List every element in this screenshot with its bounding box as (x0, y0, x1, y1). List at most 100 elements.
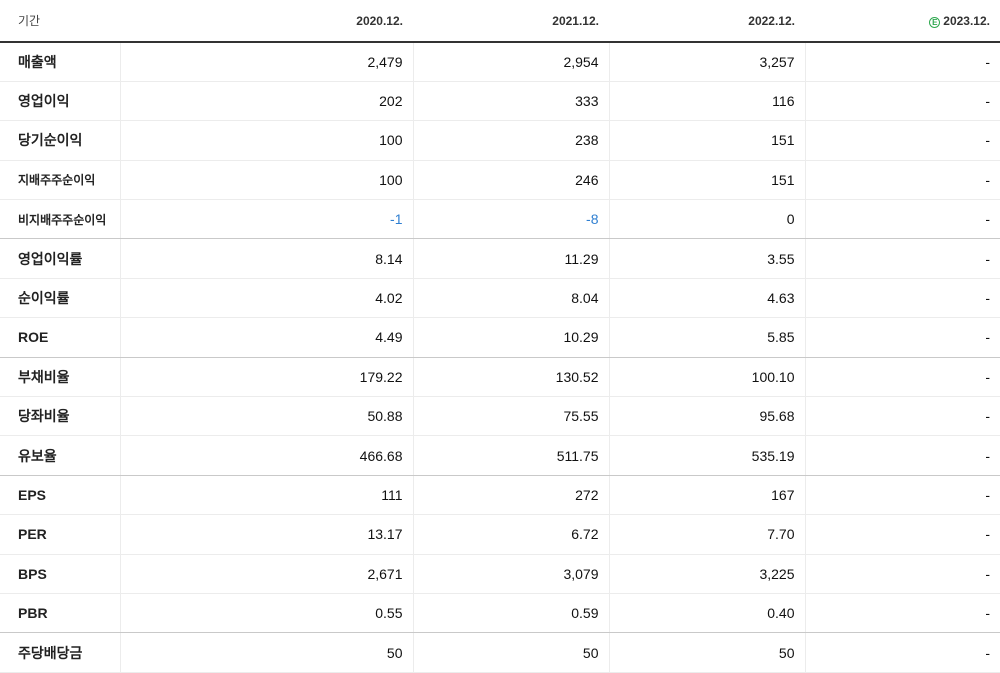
row-label: ROE (0, 317, 120, 358)
row-value-cell: - (804, 317, 1000, 358)
table-row: 당좌비율 50.88 75.55 95.68- (0, 396, 1000, 437)
row-value-cell: 333 (412, 81, 609, 122)
row-value-cell: - (804, 357, 1000, 398)
row-value-cell: - (804, 120, 1000, 161)
row-label: 주당배당금 (0, 632, 120, 673)
table-body: 매출액 2,479 2,954 3,257- 영업이익 202 333 116- 당기순이익 10… (0, 42, 1000, 673)
table-row: BPS 2,671 3,079 3,225- (0, 554, 1000, 594)
header-row: 기간 2020.12. 2021.12. 2022.12. E 2023.12. (0, 0, 1000, 43)
row-value-cell: 100.10 (608, 357, 805, 398)
row-value-cell: 238 (412, 120, 609, 161)
header-period-2020: 2020.12. (120, 0, 413, 43)
row-value-cell: 100 (119, 160, 413, 201)
row-value-cell: 4.02 (119, 278, 413, 319)
row-value-cell: 0.40 (608, 593, 805, 634)
row-value-cell: 75.55 (412, 396, 609, 437)
row-value-cell: 7.70 (608, 514, 805, 555)
row-value-cell: 5.85 (608, 317, 805, 358)
row-value-cell: - (804, 199, 1000, 240)
header-period-2022: 2022.12. (609, 0, 805, 43)
row-value-cell: 13.17 (119, 514, 413, 555)
table-header: 기간 2020.12. 2021.12. 2022.12. E 2023.12. (0, 0, 1000, 43)
row-value-cell: - (804, 396, 1000, 437)
table-row: 주당배당금 50 50 50- (0, 632, 1000, 673)
row-value-cell: 3,079 (412, 554, 609, 594)
row-value-cell: - (804, 435, 1000, 476)
table-row: 매출액 2,479 2,954 3,257- (0, 42, 1000, 82)
table-row: 영업이익 202 333 116- (0, 81, 1000, 122)
row-value-cell: -8 (412, 199, 609, 240)
header-period-2023: E 2023.12. (805, 0, 1000, 43)
row-value-cell: 116 (608, 81, 805, 122)
row-value-cell: - (804, 632, 1000, 673)
table-row: 순이익률 4.02 8.04 4.63- (0, 278, 1000, 319)
row-label: 부채비율 (0, 357, 120, 398)
row-label: 지배주주순이익 (0, 160, 120, 201)
row-value-cell: 2,671 (119, 554, 413, 594)
row-value-cell: - (804, 42, 1000, 82)
row-label: 영업이익 (0, 81, 120, 122)
table-row: 유보율 466.68 511.75 535.19- (0, 435, 1000, 476)
row-label: 당좌비율 (0, 396, 120, 437)
row-label: 순이익률 (0, 278, 120, 319)
row-value-cell: 8.04 (412, 278, 609, 319)
row-value-cell: 8.14 (119, 238, 413, 279)
row-value-cell: 10.29 (412, 317, 609, 358)
row-value-cell: 0.55 (119, 593, 413, 634)
row-value-cell: 202 (119, 81, 413, 122)
row-value-cell: 3,225 (608, 554, 805, 594)
row-label: 비지배주주순이익 (0, 199, 120, 240)
row-value-cell: 272 (412, 475, 609, 516)
row-value-cell: 535.19 (608, 435, 805, 476)
table-row: 부채비율 179.22 130.52 100.10- (0, 357, 1000, 398)
row-value-cell: - (804, 514, 1000, 555)
row-label: 당기순이익 (0, 120, 120, 161)
row-value-cell: - (804, 160, 1000, 201)
table-row: PBR 0.55 0.59 0.40- (0, 593, 1000, 634)
row-value-cell: 2,479 (119, 42, 413, 82)
table-row: 지배주주순이익 100 246 151- (0, 160, 1000, 201)
row-value-cell: 167 (608, 475, 805, 516)
row-value-cell: 151 (608, 160, 805, 201)
table-row: 영업이익률 8.14 11.29 3.55- (0, 238, 1000, 279)
row-value-cell: 179.22 (119, 357, 413, 398)
table-row: 비지배주주순이익 -1 -8 0- (0, 199, 1000, 240)
row-value-cell: - (804, 554, 1000, 594)
row-value-cell: - (804, 238, 1000, 279)
row-value-cell: 0.59 (412, 593, 609, 634)
row-value-cell: 4.63 (608, 278, 805, 319)
row-value-cell: 130.52 (412, 357, 609, 398)
row-label: PBR (0, 593, 120, 634)
row-value-cell: 111 (119, 475, 413, 516)
row-value-cell: 100 (119, 120, 413, 161)
header-period-2023-text: 2023.12. (943, 13, 990, 28)
row-label: PER (0, 514, 120, 555)
row-label: BPS (0, 554, 120, 594)
row-value-cell: 151 (608, 120, 805, 161)
table-row: EPS 111 272 167- (0, 475, 1000, 516)
row-value-cell: 2,954 (412, 42, 609, 82)
row-value-cell: 246 (412, 160, 609, 201)
row-value-cell: 11.29 (412, 238, 609, 279)
row-value-cell: 50.88 (119, 396, 413, 437)
row-value-cell: - (804, 475, 1000, 516)
row-value-cell: 3.55 (608, 238, 805, 279)
row-value-cell: - (804, 81, 1000, 122)
row-value-cell: 95.68 (608, 396, 805, 437)
table-row: 당기순이익 100 238 151- (0, 120, 1000, 161)
row-value-cell: - (804, 593, 1000, 634)
row-value-cell: 3,257 (608, 42, 805, 82)
table-row: PER 13.17 6.72 7.70- (0, 514, 1000, 555)
row-label: 영업이익률 (0, 238, 120, 279)
row-value-cell: 50 (412, 632, 609, 673)
row-value-cell: 6.72 (412, 514, 609, 555)
row-value-cell: 50 (608, 632, 805, 673)
row-value-cell: 4.49 (119, 317, 413, 358)
row-label: 유보율 (0, 435, 120, 476)
header-period-2021: 2021.12. (413, 0, 609, 43)
row-value-cell: - (804, 278, 1000, 319)
row-value-cell: 511.75 (412, 435, 609, 476)
estimate-icon: E (929, 16, 941, 28)
row-label: EPS (0, 475, 120, 516)
